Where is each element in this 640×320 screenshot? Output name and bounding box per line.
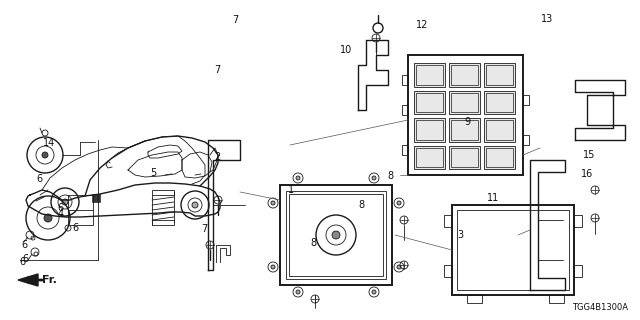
Text: 8: 8 xyxy=(358,200,365,210)
Text: 6: 6 xyxy=(57,203,63,213)
Text: 9: 9 xyxy=(464,116,470,127)
Bar xyxy=(286,191,386,279)
Bar xyxy=(402,75,408,85)
Text: 4: 4 xyxy=(58,209,64,220)
Bar xyxy=(416,148,443,167)
Bar xyxy=(449,146,480,169)
Bar xyxy=(451,148,478,167)
Bar xyxy=(549,295,564,303)
Bar xyxy=(92,194,100,202)
Bar xyxy=(486,148,513,167)
Bar xyxy=(280,185,392,285)
Text: 7: 7 xyxy=(202,224,208,234)
Circle shape xyxy=(397,265,401,269)
Bar xyxy=(484,146,515,169)
Circle shape xyxy=(42,152,48,158)
Bar xyxy=(451,92,478,112)
Bar xyxy=(449,91,480,114)
Bar xyxy=(289,194,383,276)
Bar xyxy=(449,118,480,141)
Text: 1: 1 xyxy=(288,185,294,196)
Circle shape xyxy=(397,201,401,205)
Circle shape xyxy=(62,199,68,205)
Bar xyxy=(414,118,445,141)
Text: TGG4B1300A: TGG4B1300A xyxy=(572,303,628,312)
Text: 6: 6 xyxy=(72,223,78,233)
Circle shape xyxy=(372,290,376,294)
Circle shape xyxy=(192,202,198,208)
Bar xyxy=(416,65,443,84)
Bar xyxy=(486,92,513,112)
Circle shape xyxy=(271,201,275,205)
Text: 3: 3 xyxy=(458,230,464,240)
Bar xyxy=(457,210,569,290)
Bar xyxy=(152,220,174,225)
Circle shape xyxy=(332,231,340,239)
Bar xyxy=(449,63,480,86)
Polygon shape xyxy=(18,274,38,286)
Circle shape xyxy=(296,176,300,180)
Bar xyxy=(416,92,443,112)
Text: 6: 6 xyxy=(22,254,29,264)
Bar xyxy=(574,215,582,227)
Text: 13: 13 xyxy=(541,14,554,24)
Bar xyxy=(416,120,443,140)
Text: 6: 6 xyxy=(19,257,25,267)
Text: 10: 10 xyxy=(339,44,352,55)
Bar xyxy=(451,120,478,140)
Text: 2: 2 xyxy=(214,152,221,162)
Text: 15: 15 xyxy=(582,150,595,160)
Bar xyxy=(451,65,478,84)
Text: 6: 6 xyxy=(36,174,43,184)
Bar xyxy=(402,145,408,155)
Bar xyxy=(152,190,174,195)
Bar xyxy=(402,105,408,115)
Bar xyxy=(484,91,515,114)
Text: 7: 7 xyxy=(232,15,239,25)
Circle shape xyxy=(296,290,300,294)
Bar xyxy=(486,120,513,140)
Text: 7: 7 xyxy=(214,65,221,76)
Bar xyxy=(523,95,529,105)
Bar xyxy=(444,215,452,227)
Bar xyxy=(414,91,445,114)
Bar xyxy=(467,295,482,303)
Circle shape xyxy=(372,176,376,180)
Bar xyxy=(484,63,515,86)
Bar xyxy=(444,265,452,277)
Text: 5: 5 xyxy=(150,168,157,178)
Bar xyxy=(408,55,523,175)
Text: 6: 6 xyxy=(21,240,27,250)
Circle shape xyxy=(271,265,275,269)
Bar xyxy=(414,146,445,169)
Bar xyxy=(452,205,574,295)
Text: 16: 16 xyxy=(581,169,594,180)
Text: 8: 8 xyxy=(310,238,317,248)
Text: 14: 14 xyxy=(43,138,56,148)
Text: Fr.: Fr. xyxy=(42,275,57,285)
Bar xyxy=(574,265,582,277)
Bar xyxy=(486,65,513,84)
Bar xyxy=(523,135,529,145)
Text: 12: 12 xyxy=(416,20,429,30)
Bar xyxy=(484,118,515,141)
Text: 11: 11 xyxy=(486,193,499,204)
Bar xyxy=(68,195,93,225)
Text: 8: 8 xyxy=(387,171,394,181)
Bar xyxy=(414,63,445,86)
Circle shape xyxy=(44,214,52,222)
